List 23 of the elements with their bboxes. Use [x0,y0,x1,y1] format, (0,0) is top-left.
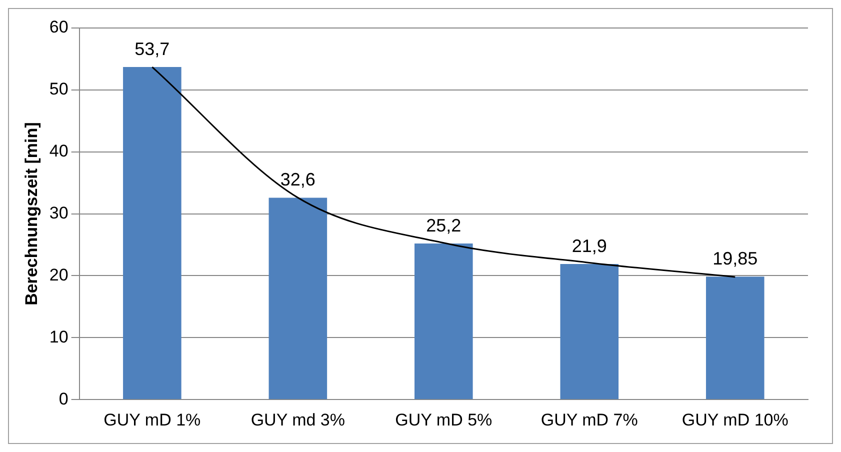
bar [560,264,619,400]
data-label: 25,2 [426,215,462,236]
bar [268,198,328,400]
x-tick-label: GUY md 3% [250,410,345,430]
y-tick-label: 50 [49,80,68,99]
x-tick-label: GUY mD 10% [682,410,788,430]
data-label: 53,7 [134,38,170,59]
data-label: 19,85 [712,248,758,269]
bar [706,276,764,400]
x-tick-label: GUY mD 7% [540,410,638,430]
x-tick-label: GUY mD 1% [104,410,201,430]
bar [123,67,182,400]
y-tick-label: 30 [49,203,68,222]
y-axis-title: Berechnungszeit [min] [22,122,41,306]
y-tick-label: 40 [49,142,68,161]
y-tick-label: 60 [49,18,68,37]
y-tick-label: 10 [49,327,68,346]
y-tick-label: 20 [49,265,68,284]
y-tick-label: 0 [58,389,68,408]
data-label: 21,9 [572,236,607,256]
bar [414,244,473,400]
x-tick-label: GUY mD 5% [395,410,492,430]
data-label: 32,6 [280,170,316,190]
